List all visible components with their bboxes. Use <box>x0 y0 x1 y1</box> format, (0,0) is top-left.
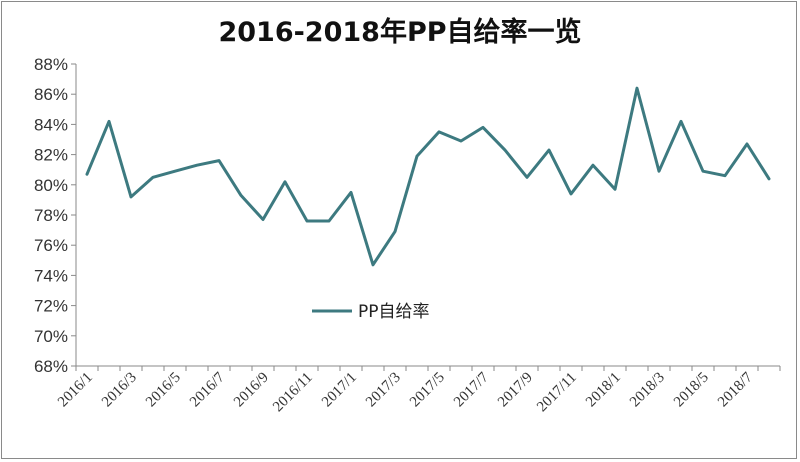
x-tick-label: 2017/1 <box>319 370 360 411</box>
chart-title: 2016-2018年PP自给率一览 <box>218 16 581 48</box>
data-point <box>85 173 89 176</box>
data-point <box>239 194 243 197</box>
data-point <box>217 159 221 162</box>
data-point <box>107 120 111 123</box>
data-point <box>415 154 419 158</box>
y-tick-label: 68% <box>34 357 68 376</box>
y-axis: 68% 70% 72% 74% 76% 78% 80% 82% 84% 86% 88% <box>34 55 77 376</box>
series-line <box>85 86 771 267</box>
series-layer <box>85 86 771 267</box>
data-point <box>349 191 353 194</box>
y-tick-label: 70% <box>34 327 68 346</box>
data-point <box>745 142 749 146</box>
y-tick-label: 80% <box>34 176 68 195</box>
y-tick-label: 74% <box>34 266 68 285</box>
data-point <box>459 139 463 143</box>
y-tick-label: 82% <box>34 146 68 165</box>
y-tick-label: 84% <box>34 115 68 134</box>
data-point <box>679 120 683 123</box>
x-tick-label: 2016/3 <box>99 370 140 411</box>
y-tick-label: 72% <box>34 297 68 316</box>
data-point <box>151 176 155 179</box>
x-tick-label: 2017/9 <box>495 370 536 411</box>
data-point <box>261 218 265 221</box>
data-point <box>525 176 529 179</box>
data-point <box>437 130 441 134</box>
y-tick-label: 88% <box>34 55 68 74</box>
x-tick-label: 2017/3 <box>363 370 404 411</box>
x-tick-label: 2017/11 <box>534 370 580 416</box>
data-point <box>569 192 573 196</box>
data-point <box>635 86 639 90</box>
data-point <box>767 177 771 180</box>
data-point <box>503 148 507 152</box>
data-point <box>393 230 397 233</box>
data-point <box>723 174 727 177</box>
data-point <box>371 263 375 267</box>
x-tick-label: 2017/7 <box>451 369 492 410</box>
y-tick-label: 86% <box>34 85 68 104</box>
x-tick-label: 2017/5 <box>407 370 448 411</box>
data-point <box>129 195 133 199</box>
legend: PP自给率 <box>312 302 430 322</box>
x-tick-label: 2016/7 <box>187 369 228 410</box>
x-tick-label: 2018/3 <box>627 370 668 411</box>
x-tick-label: 2018/5 <box>671 370 712 411</box>
data-point <box>701 170 705 173</box>
y-tick-label: 78% <box>34 206 68 225</box>
data-point <box>195 163 199 167</box>
data-point <box>283 180 287 183</box>
x-tick-label: 2018/1 <box>583 370 624 411</box>
x-tick-label: 2016/11 <box>270 370 316 416</box>
data-point <box>481 126 485 129</box>
data-point <box>613 188 617 191</box>
x-tick-label: 2018/7 <box>715 369 756 410</box>
data-point <box>657 170 661 173</box>
data-point <box>547 148 551 152</box>
legend-label: PP自给率 <box>358 302 430 322</box>
data-point <box>591 163 595 167</box>
data-point <box>173 170 177 173</box>
x-tick-label: 2016/9 <box>231 370 272 411</box>
x-tick-label: 2016/5 <box>143 370 184 411</box>
data-point <box>327 219 331 223</box>
data-point <box>305 219 309 223</box>
y-tick-label: 76% <box>34 236 68 255</box>
